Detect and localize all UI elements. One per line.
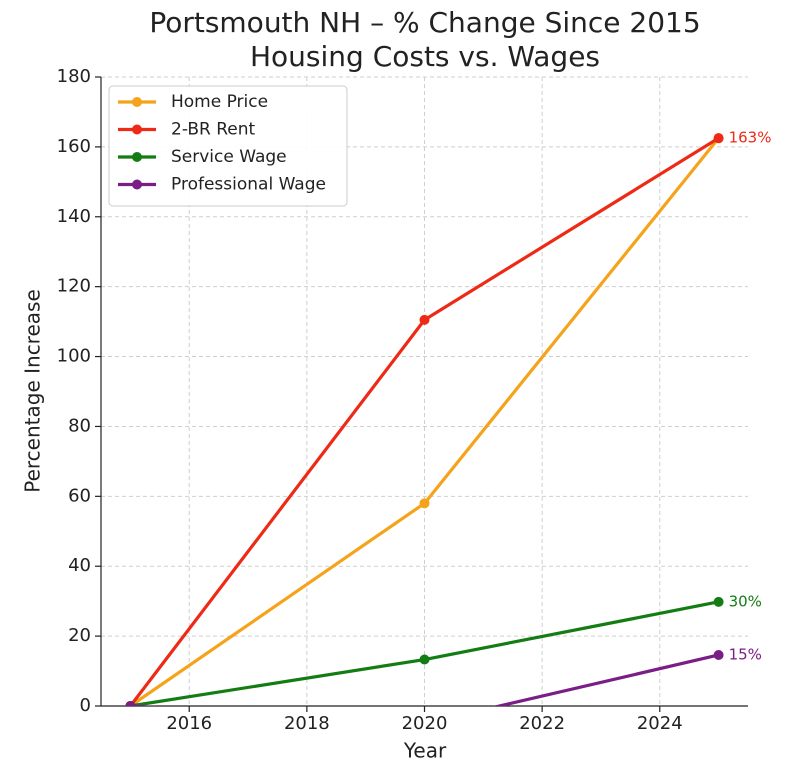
data-point (419, 314, 430, 325)
series-line (130, 653, 719, 706)
data-point (713, 649, 724, 660)
data-point (419, 654, 430, 665)
legend-label: Home Price (171, 92, 268, 112)
y-tick-label: 160 (57, 136, 91, 157)
legend-marker (132, 97, 142, 107)
value-label: 30% (729, 592, 762, 610)
data-point (713, 133, 724, 144)
x-tick-label: 2022 (519, 713, 565, 734)
x-axis-label: Year (403, 739, 447, 763)
y-axis-label: Percentage Increase (21, 289, 45, 493)
value-label: 163% (729, 129, 772, 147)
chart-title: Portsmouth NH – % Change Since 2015 (149, 6, 700, 39)
x-tick-label: 2020 (402, 713, 448, 734)
chart-title: Housing Costs vs. Wages (250, 40, 600, 73)
y-tick-label: 120 (57, 276, 91, 297)
x-tick-label: 2024 (637, 713, 683, 734)
y-tick-label: 40 (68, 555, 91, 576)
data-point (713, 596, 724, 607)
y-tick-label: 60 (68, 485, 91, 506)
y-tick-label: 20 (68, 625, 91, 646)
plot-area (125, 133, 724, 706)
y-tick-label: 180 (57, 66, 91, 87)
legend-marker (132, 179, 142, 190)
legend-marker (132, 152, 142, 162)
legend-box (108, 85, 348, 207)
y-tick-label: 80 (68, 415, 91, 436)
legend-label: 2-BR Rent (171, 120, 256, 140)
x-tick-label: 2016 (166, 713, 212, 734)
legend-marker (132, 124, 142, 135)
value-label: 15% (729, 645, 762, 663)
data-point (419, 498, 430, 509)
y-tick-label: 0 (80, 695, 91, 716)
y-tick-label: 140 (57, 206, 91, 227)
x-tick-label: 2018 (284, 713, 330, 734)
y-tick-label: 100 (57, 346, 91, 367)
legend-label: Service Wage (171, 147, 287, 167)
data-point (125, 701, 136, 706)
legend-label: Professional Wage (171, 175, 326, 195)
